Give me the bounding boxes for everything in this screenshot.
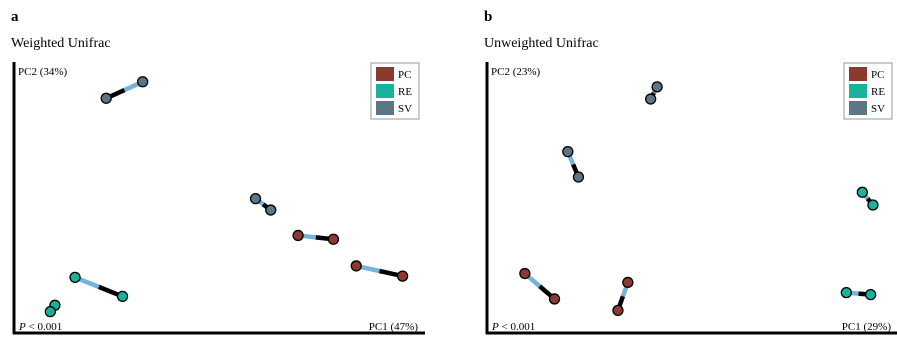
legend-label: PC [398,69,411,81]
data-point [562,145,574,158]
p-value-symbol: P [491,321,499,333]
y-axis-label: PC2 (23%) [491,66,541,78]
data-point [265,204,277,216]
x-axis-label: PC1 (29%) [842,321,892,333]
data-point [572,171,585,183]
data-point [249,192,262,205]
data-point [622,276,634,289]
data-point [327,233,340,245]
panel-label: b [484,9,493,25]
legend-swatch [849,101,867,115]
p-value-text: < 0.001 [26,321,62,333]
legend-label: RE [398,86,412,98]
legend-label: SV [871,103,885,115]
data-point [292,229,304,242]
p-value-annotation: P < 0.001 [491,321,535,333]
chart-title: Weighted Unifrac [11,36,111,51]
data-point [840,286,852,299]
data-point [548,293,561,305]
panel-a: a Weighted Unifrac PC2 (34%) PC1 (47%) P <… [0,0,430,337]
data-point [651,81,663,93]
legend-swatch [849,84,867,98]
data-point [137,76,149,88]
data-point [69,271,81,284]
p-value-symbol: P [18,321,26,333]
data-point [396,270,409,282]
data-point [519,267,531,280]
p-value-text: < 0.001 [499,321,535,333]
legend-label: SV [398,103,412,115]
p-value-annotation: P < 0.001 [18,321,62,333]
legend: PC RE SV [370,62,420,120]
data-point [867,199,879,211]
y-axis-label: PC2 (34%) [18,66,68,78]
legend: PC RE SV [843,62,893,120]
chart-title: Unweighted Unifrac [484,36,599,51]
legend-label: PC [871,69,884,81]
data-point [350,260,362,272]
data-point [865,288,877,301]
legend-swatch [376,101,394,115]
data-point [612,304,624,317]
data-point [856,186,868,198]
legend-swatch [376,67,394,81]
plot-area: PC2 (34%) PC1 (47%) P < 0.001 PC RE SV [12,62,425,335]
plot-area: PC2 (23%) PC1 (29%) P < 0.001 PC RE SV [485,62,897,335]
data-point [644,93,657,105]
x-axis-label: PC1 (47%) [369,321,419,333]
data-point [116,290,129,303]
data-point [44,305,56,318]
legend-label: RE [871,86,885,98]
panel-label: a [11,9,19,25]
panel-b: b Unweighted Unifrac PC2 (23%) PC1 (29%) P… [473,0,897,337]
data-point [100,92,112,104]
legend-swatch [849,67,867,81]
legend-swatch [376,84,394,98]
